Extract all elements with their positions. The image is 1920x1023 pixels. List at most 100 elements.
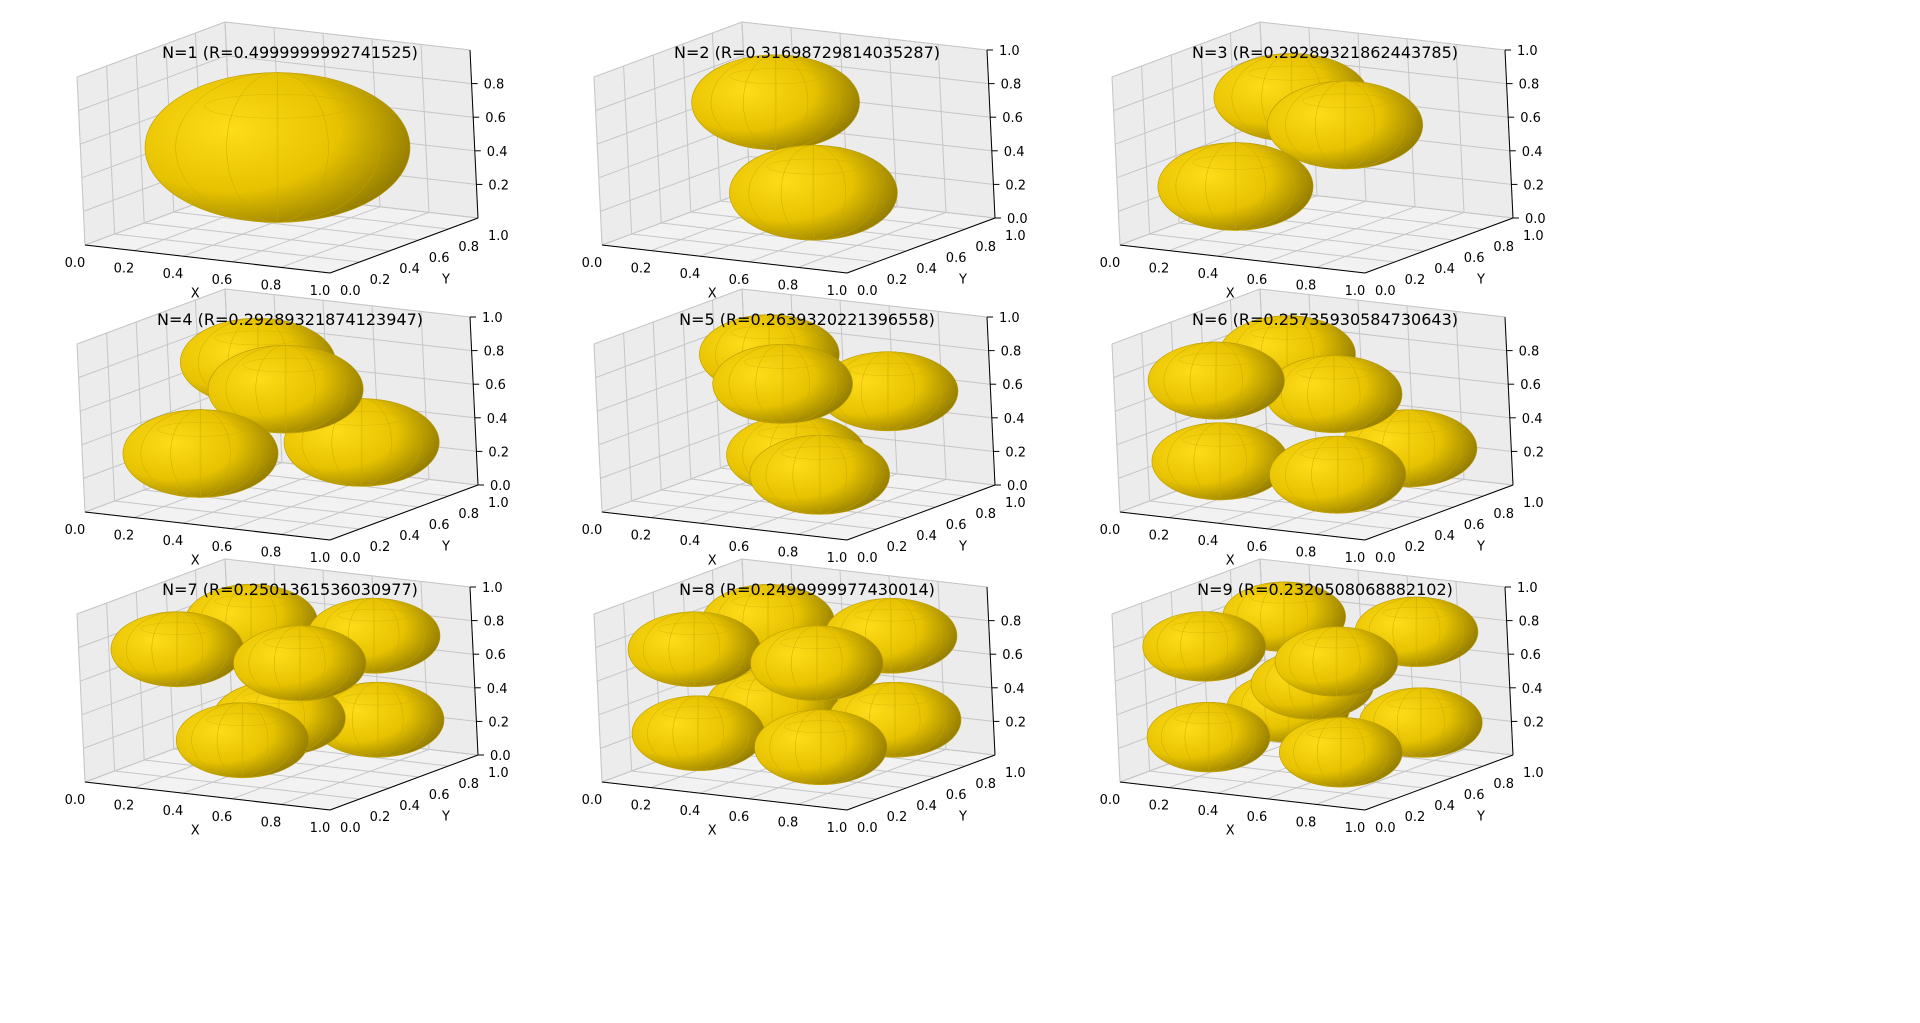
z-tick-label: 0.2 (1523, 445, 1544, 460)
x-tick-label: 0.0 (65, 793, 86, 808)
y-tick-label: 0.2 (1405, 273, 1426, 288)
sphere-facet (1249, 326, 1326, 340)
x-tick-label: 0.6 (729, 273, 750, 288)
y-tick-label: 0.8 (975, 777, 996, 792)
x-tick-label: 0.6 (212, 540, 233, 555)
z-tick-label: 0.8 (1001, 78, 1022, 93)
y-tick-label: 0.6 (1464, 518, 1485, 533)
x-axis-line (1119, 511, 1366, 541)
z-tick-label: 1.0 (482, 581, 503, 596)
grid-line (631, 500, 877, 530)
grid-line (1149, 500, 1395, 530)
x-tick-label: 0.6 (1247, 540, 1268, 555)
sphere (1265, 355, 1403, 434)
sphere-facet (1382, 606, 1451, 619)
sphere-facet (1174, 712, 1243, 724)
y-axis-label: Y (441, 540, 450, 555)
x-axis-line (601, 511, 848, 541)
panel-title: N=5 (R=0.2639320221396558) (679, 310, 935, 329)
sphere-facet (126, 611, 229, 688)
x-tick-label: 0.4 (680, 804, 701, 819)
sphere-facet (140, 409, 261, 498)
grid-line (1111, 558, 1506, 615)
sphere-facet (214, 594, 288, 608)
z-tick-label: 0.6 (1002, 111, 1023, 126)
panel-7: 0.0 0.2 0.4 0.6 0.8 1.0 0.0 0.2 0.4 0.6 0.8 1.0 0.0 0… (65, 558, 511, 839)
y-tick-label: 0.6 (429, 518, 450, 533)
x-tick-label: 0.0 (1100, 523, 1121, 538)
grid-line (682, 43, 692, 213)
x-tick-label: 0.4 (680, 267, 701, 282)
grid-line (1111, 343, 1121, 513)
grid-line (114, 770, 360, 800)
panel-1: 0.0 0.2 0.4 0.6 0.8 1.0 0.0 0.2 0.4 0.6 0.8 1.0 0.2 0… (65, 21, 509, 302)
panel-title: N=2 (R=0.31698729814035287) (674, 43, 940, 62)
x-axis-label: X (191, 824, 200, 839)
grid-line (623, 602, 633, 772)
y-axis-line (1364, 484, 1514, 541)
grid-line (1111, 288, 1506, 345)
x-axis-line (84, 511, 331, 541)
z-tick-label: 0.6 (1520, 648, 1541, 663)
z-tick-label: 1.0 (1517, 581, 1538, 596)
x-tick-label: 0.8 (778, 278, 799, 293)
y-tick-label: 1.0 (488, 496, 509, 511)
y-tick-label: 1.0 (488, 229, 509, 244)
sphere-facet (1284, 435, 1391, 514)
y-axis-line (846, 484, 996, 541)
x-tick-label: 1.0 (827, 551, 848, 566)
z-axis-line (469, 316, 479, 486)
z-tick-label: 0.6 (1520, 378, 1541, 393)
z-tick-label: 1.0 (999, 44, 1020, 59)
y-tick-label: 0.0 (857, 284, 878, 299)
y-tick-label: 0.8 (975, 240, 996, 255)
grid-line (1111, 76, 1121, 246)
z-tick-label: 0.4 (487, 145, 508, 160)
sphere (729, 144, 898, 241)
x-tick-label: 1.0 (310, 551, 331, 566)
y-tick-label: 0.4 (916, 262, 937, 277)
grid-line (76, 343, 86, 513)
grid-line (593, 288, 988, 345)
x-axis-line (1119, 244, 1366, 274)
z-tick-label: 0.4 (1004, 145, 1025, 160)
z-tick-label: 0.4 (1004, 682, 1025, 697)
x-axis-label: X (1226, 554, 1235, 569)
x-tick-label: 0.0 (1100, 256, 1121, 271)
sphere-facet (748, 144, 879, 241)
z-tick-label: 0.8 (1519, 345, 1540, 360)
y-tick-label: 0.0 (1375, 551, 1396, 566)
y-tick-label: 1.0 (1005, 766, 1026, 781)
x-tick-label: 0.4 (163, 804, 184, 819)
x-tick-label: 0.2 (114, 529, 135, 544)
x-tick-label: 0.8 (1296, 545, 1317, 560)
z-tick-label: 0.8 (484, 78, 505, 93)
y-tick-label: 0.2 (887, 540, 908, 555)
grid-line (76, 76, 86, 246)
grid-line (593, 558, 988, 615)
sphere (749, 434, 890, 515)
x-tick-label: 0.4 (163, 534, 184, 549)
y-tick-label: 0.4 (399, 262, 420, 277)
sphere-facet (1306, 727, 1375, 739)
x-tick-label: 0.4 (1198, 534, 1219, 549)
y-tick-label: 0.0 (340, 551, 361, 566)
z-tick-label: 0.2 (488, 445, 509, 460)
x-tick-label: 0.8 (1296, 278, 1317, 293)
sphere-facet (729, 68, 823, 85)
x-tick-label: 0.6 (212, 810, 233, 825)
z-tick-label: 0.8 (1001, 615, 1022, 630)
y-axis-label: Y (958, 810, 967, 825)
x-tick-label: 0.4 (163, 267, 184, 282)
grid-line (1111, 613, 1121, 783)
y-tick-label: 0.4 (1434, 799, 1455, 814)
y-axis-label: Y (958, 273, 967, 288)
z-axis-line (1504, 49, 1514, 219)
x-tick-label: 0.0 (582, 256, 603, 271)
z-tick-label: 0.4 (487, 412, 508, 427)
grid-line (1149, 770, 1395, 800)
sphere-facet (337, 608, 411, 622)
x-tick-label: 0.6 (1247, 273, 1268, 288)
sphere-facet (1370, 420, 1447, 434)
sphere (1269, 435, 1407, 514)
